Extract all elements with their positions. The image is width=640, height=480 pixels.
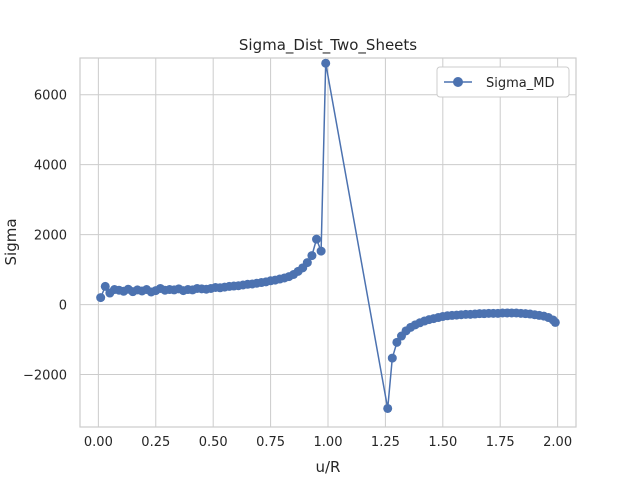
data-point xyxy=(550,317,560,327)
plot-frame xyxy=(79,57,577,428)
x-axis-label: u/R xyxy=(316,458,341,476)
y-tick-label: −2000 xyxy=(23,369,67,384)
y-tick-label: 2000 xyxy=(34,229,67,244)
data-point xyxy=(302,258,312,268)
chart-title: Sigma_Dist_Two_Sheets xyxy=(239,36,417,55)
data-point xyxy=(392,337,402,347)
legend-marker xyxy=(453,77,463,87)
x-tick-label: 1.50 xyxy=(428,435,457,450)
grid xyxy=(80,58,576,427)
x-tick-label: 2.00 xyxy=(543,435,572,450)
data-point xyxy=(321,58,331,68)
x-tick-label: 0.50 xyxy=(199,435,228,450)
legend: Sigma_MD xyxy=(436,66,570,98)
x-axis-ticks: 0.00 0.25 0.50 0.75 1.00 1.25 1.50 1.75 2.00 xyxy=(84,435,572,450)
data-point xyxy=(387,353,397,363)
y-tick-label: 0 xyxy=(59,299,67,314)
legend-label: Sigma_MD xyxy=(486,76,554,91)
data-point xyxy=(316,246,326,256)
x-tick-label: 1.25 xyxy=(371,435,400,450)
series-layer xyxy=(96,58,560,413)
data-point xyxy=(96,293,106,303)
y-axis-label: Sigma xyxy=(2,218,20,265)
x-tick-label: 0.25 xyxy=(141,435,170,450)
data-point xyxy=(100,281,110,291)
data-point xyxy=(312,234,322,244)
x-tick-label: 0.00 xyxy=(84,435,113,450)
y-tick-label: 4000 xyxy=(34,159,67,174)
x-tick-label: 1.00 xyxy=(314,435,343,450)
legend-box xyxy=(436,66,570,98)
y-axis-ticks: −2000 0 2000 4000 6000 xyxy=(23,89,67,384)
data-point xyxy=(383,403,393,413)
y-tick-label: 6000 xyxy=(34,89,67,104)
data-point xyxy=(307,251,317,261)
x-tick-label: 1.75 xyxy=(486,435,515,450)
x-tick-label: 0.75 xyxy=(256,435,285,450)
